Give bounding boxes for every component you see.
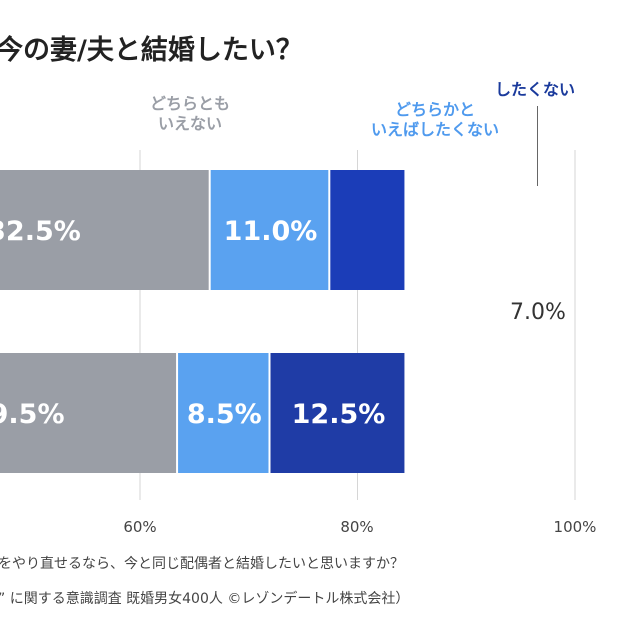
bar-segments [0, 170, 405, 473]
survey-question-note: をやり直せるなら、今と同じ配偶者と結婚したいと思いますか？ [0, 556, 404, 572]
x-tick-100: 100% [553, 518, 597, 536]
bar-row1-segment4 [330, 170, 405, 290]
data-label-row2-segment4: 12.5% [292, 399, 386, 430]
legend-label-not-want: したくない [494, 80, 575, 99]
x-tick-80: 80% [340, 518, 374, 536]
legend-pointer-line [537, 106, 538, 186]
x-tick-60: 60% [123, 518, 157, 536]
bar-row2-segment2 [0, 353, 177, 473]
bar-data-labels: 32.5% 11.0% 29.5% 8.5% 12.5% [0, 216, 385, 430]
chart-title: 今の妻/夫と結婚したい？ [0, 35, 303, 66]
legend-label-neutral: どちらとも いえない [149, 94, 230, 133]
bar-row2-segment4 [270, 353, 405, 473]
data-label-row1-not-want: 7.0% [510, 300, 566, 325]
survey-source-note: ” に関する意識調査 既婚男女400人 ©レゾンデートル株式会社） [0, 591, 410, 607]
bar-row1-segment2 [0, 170, 209, 290]
bar-row2-segment3 [178, 353, 269, 473]
data-label-row2-segment2: 29.5% [0, 399, 64, 430]
data-label-row1-segment3: 11.0% [224, 216, 318, 247]
bar-row1-segment3 [210, 170, 329, 290]
data-label-row1-segment2: 32.5% [0, 216, 81, 247]
legend-label-rather-not: どちらかと いえばしたくない [370, 100, 499, 139]
data-label-row2-segment3: 8.5% [187, 399, 262, 430]
